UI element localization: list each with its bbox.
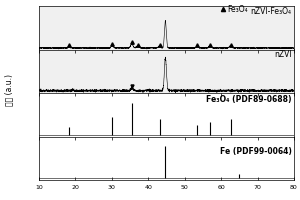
- Text: nZVI: nZVI: [274, 50, 292, 59]
- Text: Fe (PDF99-0064): Fe (PDF99-0064): [220, 147, 292, 156]
- Text: Fe₃O₄ (PDF89-0688): Fe₃O₄ (PDF89-0688): [206, 95, 292, 104]
- Text: nZVI-Fe₃O₄: nZVI-Fe₃O₄: [250, 7, 292, 16]
- Text: 强度 (a.u.): 强度 (a.u.): [4, 74, 14, 106]
- Text: Fe₃O₄: Fe₃O₄: [228, 5, 248, 14]
